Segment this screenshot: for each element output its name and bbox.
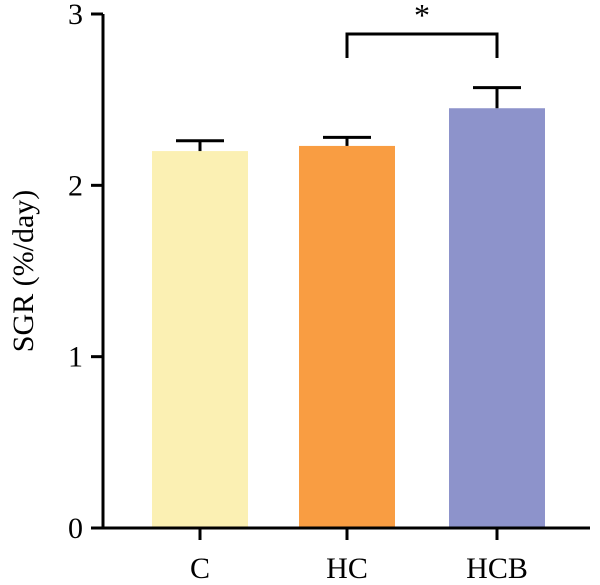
bar-c (152, 151, 248, 529)
significance-star: * (414, 0, 430, 33)
y-tick-label: 3 (68, 0, 83, 31)
y-tick-label: 1 (68, 341, 83, 374)
y-tick-label: 2 (68, 169, 83, 202)
significance-bracket (345, 32, 499, 58)
bars (152, 108, 545, 529)
significance-annotations: * (345, 0, 499, 58)
y-axis-title: SGR (%/day) (7, 190, 40, 352)
bar-hcb (449, 108, 545, 528)
y-tick-label: 0 (68, 512, 83, 545)
bar-hc (299, 145, 395, 528)
error-bars (176, 86, 521, 152)
x-tick-label: HCB (466, 552, 528, 585)
y-ticks: 0 1 2 3 (68, 0, 103, 545)
x-tick-label: C (190, 552, 210, 585)
x-ticks: C HC HCB (190, 528, 528, 585)
x-tick-label: HC (326, 552, 368, 585)
